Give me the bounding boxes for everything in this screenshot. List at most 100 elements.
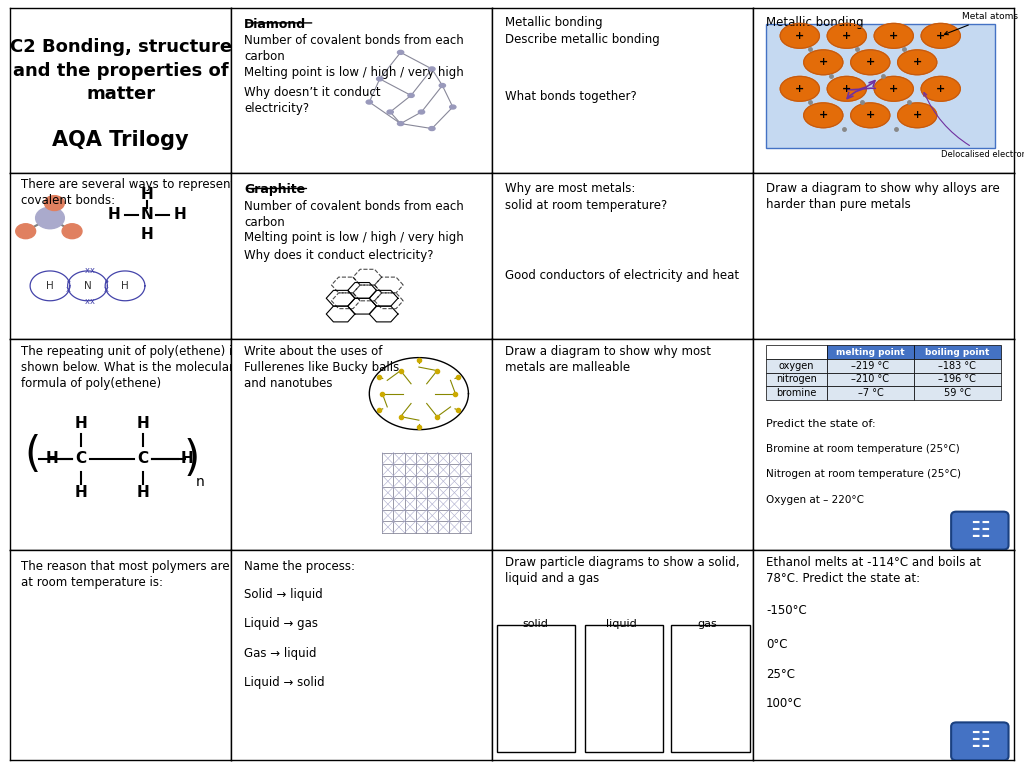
Text: 59 °C: 59 °C: [944, 388, 971, 398]
Text: The reason that most polymers are solid
at room temperature is:: The reason that most polymers are solid …: [22, 560, 261, 589]
Circle shape: [419, 110, 425, 114]
Text: +: +: [796, 84, 805, 94]
Text: –219 °C: –219 °C: [851, 361, 890, 371]
Text: x: x: [85, 266, 90, 275]
Text: H: H: [174, 207, 186, 222]
Circle shape: [804, 50, 843, 74]
Text: x: x: [67, 286, 72, 294]
Text: Why does it conduct electricity?: Why does it conduct electricity?: [244, 250, 433, 263]
Text: +: +: [842, 31, 851, 41]
Bar: [766, 345, 827, 359]
Text: Liquid → gas: Liquid → gas: [244, 617, 318, 630]
Text: Diamond: Diamond: [244, 18, 306, 31]
Text: H: H: [121, 281, 129, 291]
Text: Write about the uses of
Fullerenes like Bucky balls
and nanotubes: Write about the uses of Fullerenes like …: [244, 345, 399, 390]
Text: The repeating unit of poly(ethene) is
shown below. What is the molecular
formula: The repeating unit of poly(ethene) is sh…: [22, 345, 239, 390]
Circle shape: [898, 50, 937, 74]
Circle shape: [397, 51, 403, 55]
Text: There are several ways to represent
covalent bonds:: There are several ways to represent cova…: [22, 178, 236, 207]
Circle shape: [44, 196, 65, 210]
Text: Number of covalent bonds from each
carbon: Number of covalent bonds from each carbo…: [244, 34, 464, 63]
Text: H: H: [108, 207, 121, 222]
Text: ☷: ☷: [970, 731, 990, 751]
Circle shape: [827, 76, 866, 101]
Text: +: +: [889, 31, 898, 41]
Circle shape: [408, 94, 414, 98]
Circle shape: [387, 110, 393, 114]
Text: Ethanol melts at -114°C and boils at
78°C. Predict the state at:: Ethanol melts at -114°C and boils at 78°…: [766, 556, 981, 585]
Circle shape: [874, 23, 913, 48]
Text: H: H: [46, 452, 58, 466]
Text: x: x: [89, 266, 94, 275]
Circle shape: [36, 207, 65, 229]
Circle shape: [397, 121, 403, 126]
Text: Why doesn’t it conduct
electricity?: Why doesn’t it conduct electricity?: [244, 85, 381, 114]
Bar: [827, 345, 913, 359]
Text: +: +: [889, 84, 898, 94]
Circle shape: [377, 77, 383, 81]
Text: +: +: [936, 84, 945, 94]
Text: –210 °C: –210 °C: [851, 375, 890, 385]
Circle shape: [851, 103, 890, 127]
Text: melting point: melting point: [836, 347, 904, 356]
Text: +: +: [912, 58, 922, 68]
Text: Good conductors of electricity and heat: Good conductors of electricity and heat: [505, 270, 739, 283]
Text: C: C: [76, 452, 86, 466]
Text: H: H: [136, 485, 150, 500]
Bar: [585, 625, 663, 752]
Text: boiling point: boiling point: [925, 347, 989, 356]
Circle shape: [804, 103, 843, 127]
Text: Graphite: Graphite: [244, 184, 305, 196]
Text: Number of covalent bonds from each
carbon: Number of covalent bonds from each carbo…: [244, 200, 464, 229]
Text: •: •: [103, 276, 110, 286]
Bar: [766, 25, 995, 148]
Circle shape: [15, 223, 36, 239]
Text: +: +: [912, 111, 922, 121]
Bar: [497, 625, 575, 752]
Text: Bromine at room temperature (25°C): Bromine at room temperature (25°C): [766, 444, 959, 454]
Text: (: (: [25, 434, 40, 475]
Text: Draw a diagram to show why alloys are
harder than pure metals: Draw a diagram to show why alloys are ha…: [766, 181, 999, 210]
Text: Nitrogen at room temperature (25°C): Nitrogen at room temperature (25°C): [766, 469, 961, 479]
Circle shape: [922, 23, 961, 48]
Text: gas: gas: [697, 619, 717, 629]
Text: Metal atoms: Metal atoms: [944, 12, 1018, 35]
Text: +: +: [842, 84, 851, 94]
FancyBboxPatch shape: [951, 511, 1009, 550]
Text: –7 °C: –7 °C: [857, 388, 884, 398]
Text: H: H: [75, 415, 87, 431]
Text: N: N: [84, 281, 91, 291]
Text: +: +: [865, 58, 874, 68]
FancyBboxPatch shape: [951, 723, 1009, 760]
Text: +: +: [796, 31, 805, 41]
Text: Melting point is low / high / very high: Melting point is low / high / very high: [244, 65, 464, 78]
Text: 100°C: 100°C: [766, 697, 802, 710]
Bar: [827, 359, 913, 372]
Text: -150°C: -150°C: [766, 604, 807, 617]
Bar: [766, 386, 827, 400]
Text: +: +: [818, 58, 828, 68]
Text: –183 °C: –183 °C: [938, 361, 976, 371]
Text: nitrogen: nitrogen: [776, 375, 817, 385]
Circle shape: [450, 105, 456, 109]
Text: liquid: liquid: [606, 619, 637, 629]
Bar: [827, 386, 913, 400]
Text: x: x: [89, 297, 94, 306]
Text: Draw a diagram to show why most
metals are malleable: Draw a diagram to show why most metals a…: [505, 345, 711, 374]
Text: Draw particle diagrams to show a solid,
liquid and a gas: Draw particle diagrams to show a solid, …: [505, 556, 739, 585]
Text: x: x: [103, 286, 109, 294]
Text: Liquid → solid: Liquid → solid: [244, 676, 325, 689]
Circle shape: [429, 127, 435, 131]
Circle shape: [922, 76, 961, 101]
Text: +: +: [865, 111, 874, 121]
Circle shape: [439, 84, 445, 88]
Bar: [766, 372, 827, 386]
Bar: [913, 386, 1000, 400]
Text: Solid → liquid: Solid → liquid: [244, 588, 323, 601]
Text: C2 Bonding, structure
and the properties of
matter: C2 Bonding, structure and the properties…: [9, 38, 231, 103]
Bar: [827, 372, 913, 386]
Bar: [913, 359, 1000, 372]
Circle shape: [827, 23, 866, 48]
Text: –196 °C: –196 °C: [938, 375, 976, 385]
Text: oxygen: oxygen: [778, 361, 814, 371]
